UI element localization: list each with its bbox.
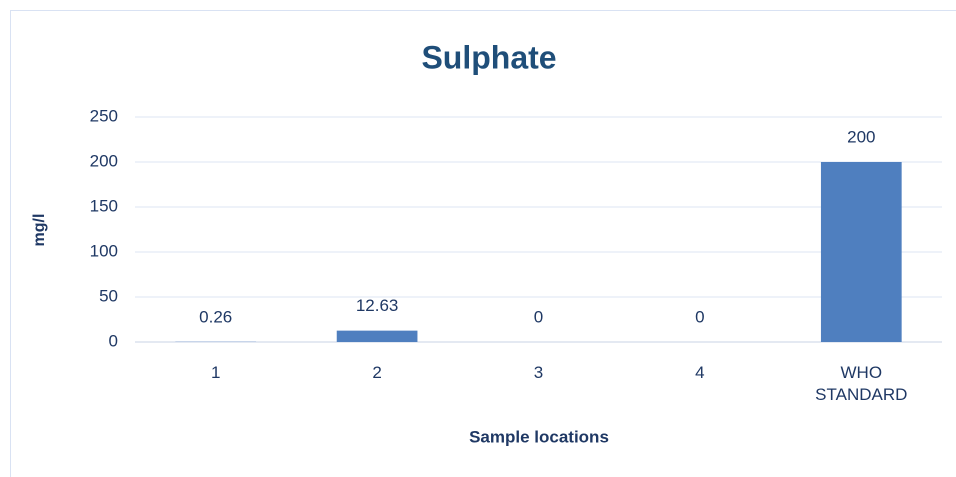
x-tick-label: 2 — [372, 363, 382, 382]
y-tick-label: 200 — [90, 151, 118, 170]
x-tick-label: 3 — [533, 363, 544, 382]
bar — [336, 330, 418, 342]
data-label: 12.63 — [356, 296, 399, 315]
x-tick-label: WHO STANDARD — [815, 363, 908, 404]
y-tick-label: 100 — [90, 241, 118, 260]
x-axis-label: Sample locations — [469, 427, 609, 446]
data-label: 0 — [695, 307, 704, 326]
chart-border — [10, 10, 956, 477]
data-label: 200 — [847, 127, 875, 146]
y-tick-label: 0 — [109, 331, 118, 350]
data-label: 0 — [534, 307, 543, 326]
x-tick-label: 4 — [695, 363, 705, 382]
y-tick-label: 50 — [99, 286, 118, 305]
data-label: 0.26 — [199, 307, 232, 326]
y-tick-label: 250 — [90, 106, 118, 125]
x-tick-label: 1 — [210, 363, 221, 382]
chart-title: Sulphate — [421, 39, 556, 75]
y-tick-label: 150 — [90, 196, 118, 215]
bar — [820, 162, 902, 342]
y-axis-label: mg/l — [31, 214, 48, 247]
